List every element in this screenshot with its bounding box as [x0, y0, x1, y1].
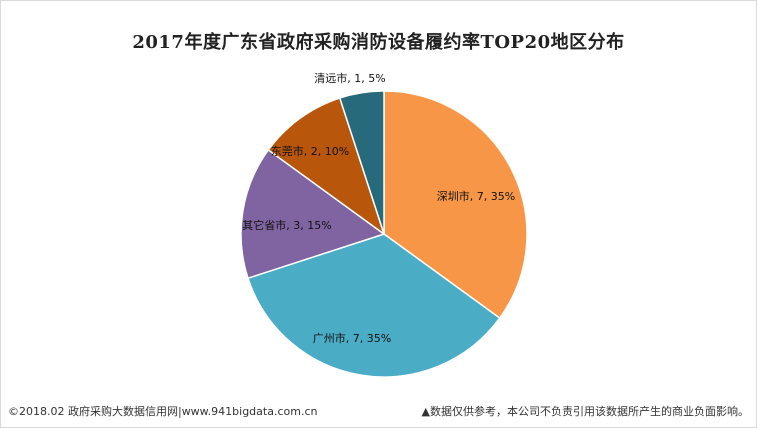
pie-data-label-1: 深圳市, 7, 35% [437, 189, 515, 203]
pie-slice-4 [267, 97, 386, 236]
pie-data-label-2: 广州市, 7, 35% [313, 331, 391, 345]
footer-copyright: ©2018.02 政府采购大数据信用网|www.941bigdata.com.c… [8, 405, 318, 418]
footer-disclaimer: ▲数据仅供参考，本公司不负责引用该数据所产生的商业负面影响。 [421, 405, 749, 418]
pie-slice-2 [247, 233, 501, 378]
pie-data-label-5: 清远市, 1, 5% [314, 71, 385, 85]
chart-title: 2017年度广东省政府采购消防设备履约率TOP20地区分布 [132, 32, 625, 53]
pie-slice-3 [240, 148, 386, 280]
pie-data-label-4: 东莞市, 2, 10% [271, 144, 349, 158]
pie-slice-1 [383, 90, 528, 320]
pie-slice-5 [338, 90, 385, 235]
pie-data-label-3: 其它省市, 3, 15% [242, 218, 331, 232]
